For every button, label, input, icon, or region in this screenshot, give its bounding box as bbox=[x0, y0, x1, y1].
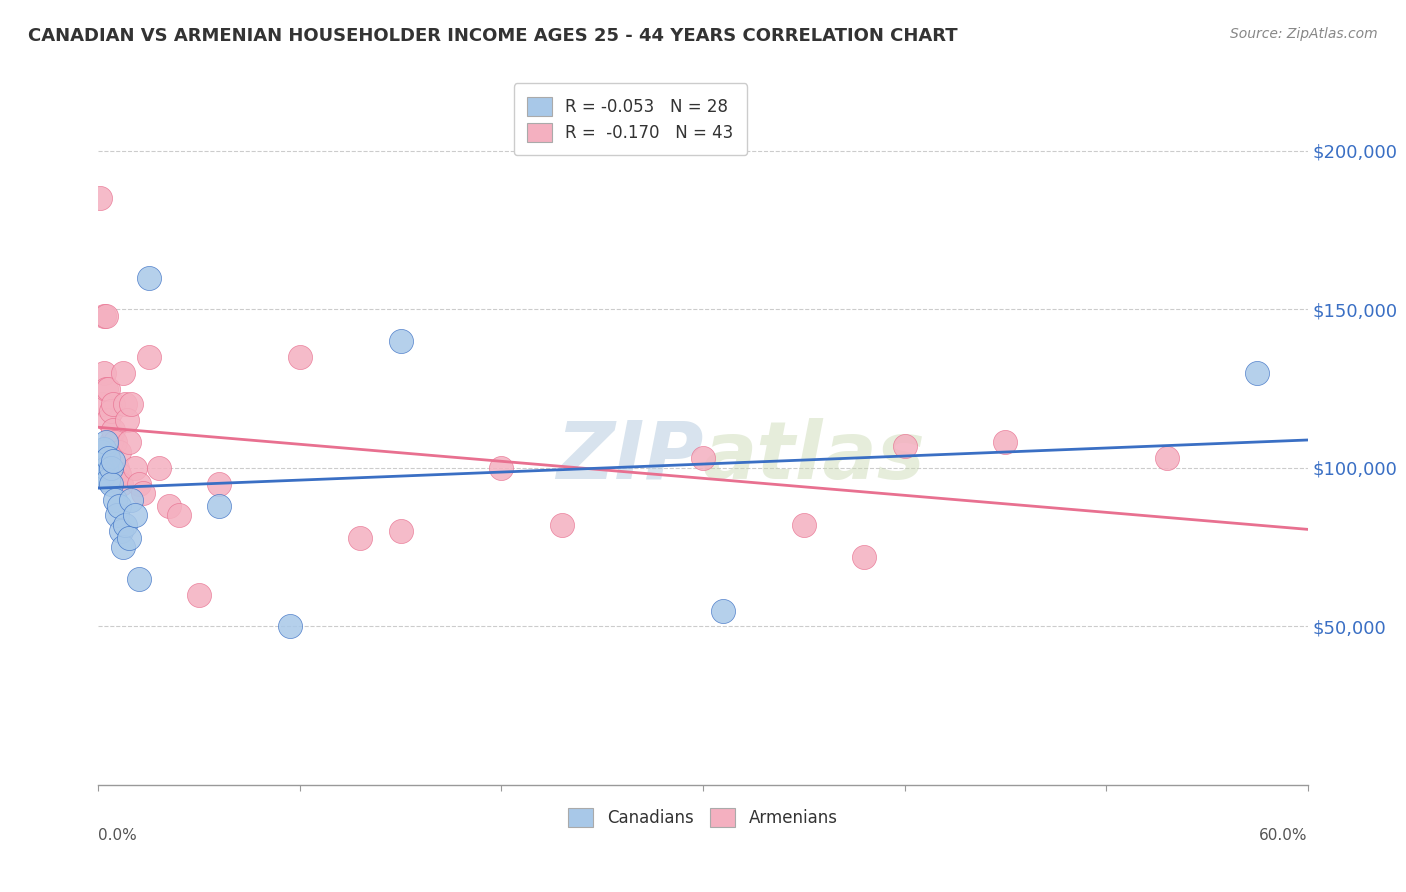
Point bbox=[101, 397, 124, 411]
Point bbox=[114, 517, 136, 532]
Point bbox=[551, 517, 574, 532]
Point bbox=[107, 445, 129, 459]
Text: 0.0%: 0.0% bbox=[98, 828, 138, 843]
Point bbox=[118, 435, 141, 450]
Point bbox=[389, 524, 412, 539]
Text: 60.0%: 60.0% bbox=[1260, 828, 1308, 843]
Point bbox=[120, 397, 142, 411]
Point bbox=[93, 467, 115, 482]
Point bbox=[89, 191, 111, 205]
Point bbox=[97, 413, 120, 427]
Point bbox=[89, 454, 111, 468]
Text: Source: ZipAtlas.com: Source: ZipAtlas.com bbox=[1230, 27, 1378, 41]
Point bbox=[148, 460, 170, 475]
Point bbox=[711, 603, 734, 617]
Point bbox=[100, 403, 122, 417]
Point bbox=[101, 454, 124, 468]
Point bbox=[208, 499, 231, 513]
Point bbox=[167, 508, 190, 523]
Point bbox=[208, 476, 231, 491]
Point bbox=[389, 334, 412, 348]
Point bbox=[107, 467, 129, 482]
Text: CANADIAN VS ARMENIAN HOUSEHOLDER INCOME AGES 25 - 44 YEARS CORRELATION CHART: CANADIAN VS ARMENIAN HOUSEHOLDER INCOME … bbox=[28, 27, 957, 45]
Point bbox=[96, 460, 118, 475]
Point bbox=[994, 435, 1017, 450]
Point bbox=[93, 309, 115, 323]
Text: ZIP: ZIP bbox=[555, 417, 703, 496]
Point bbox=[96, 382, 118, 396]
Point bbox=[288, 350, 311, 364]
Point bbox=[96, 435, 118, 450]
Point bbox=[101, 423, 124, 437]
Text: atlas: atlas bbox=[703, 417, 925, 496]
Legend: Canadians, Armenians: Canadians, Armenians bbox=[562, 801, 844, 834]
Point bbox=[97, 474, 120, 488]
Point bbox=[114, 397, 136, 411]
Point bbox=[100, 476, 122, 491]
Point bbox=[157, 499, 180, 513]
Point bbox=[111, 366, 134, 380]
Point bbox=[93, 366, 115, 380]
Point bbox=[93, 442, 115, 456]
Point bbox=[124, 508, 146, 523]
Point bbox=[110, 476, 132, 491]
Point bbox=[107, 499, 129, 513]
Point bbox=[97, 451, 120, 466]
Point bbox=[96, 309, 118, 323]
Point bbox=[1246, 366, 1268, 380]
Point bbox=[103, 492, 125, 507]
Point bbox=[97, 382, 120, 396]
Point bbox=[111, 540, 134, 554]
Point bbox=[188, 588, 211, 602]
Point bbox=[110, 524, 132, 539]
Point bbox=[105, 460, 128, 475]
Point bbox=[103, 435, 125, 450]
Point bbox=[124, 460, 146, 475]
Point bbox=[100, 460, 122, 475]
Point bbox=[349, 531, 371, 545]
Point bbox=[853, 549, 876, 564]
Point bbox=[103, 467, 125, 482]
Point bbox=[893, 439, 915, 453]
Point bbox=[118, 531, 141, 545]
Point bbox=[793, 517, 815, 532]
Point bbox=[91, 445, 114, 459]
Point bbox=[278, 619, 301, 633]
Point bbox=[100, 435, 122, 450]
Point bbox=[138, 270, 160, 285]
Point bbox=[128, 572, 150, 586]
Point bbox=[128, 476, 150, 491]
Point bbox=[105, 508, 128, 523]
Point bbox=[132, 486, 155, 500]
Point bbox=[120, 492, 142, 507]
Point bbox=[115, 413, 138, 427]
Point bbox=[692, 451, 714, 466]
Point bbox=[138, 350, 160, 364]
Point bbox=[491, 460, 513, 475]
Point bbox=[91, 460, 114, 475]
Point bbox=[1156, 451, 1178, 466]
Point bbox=[91, 397, 114, 411]
